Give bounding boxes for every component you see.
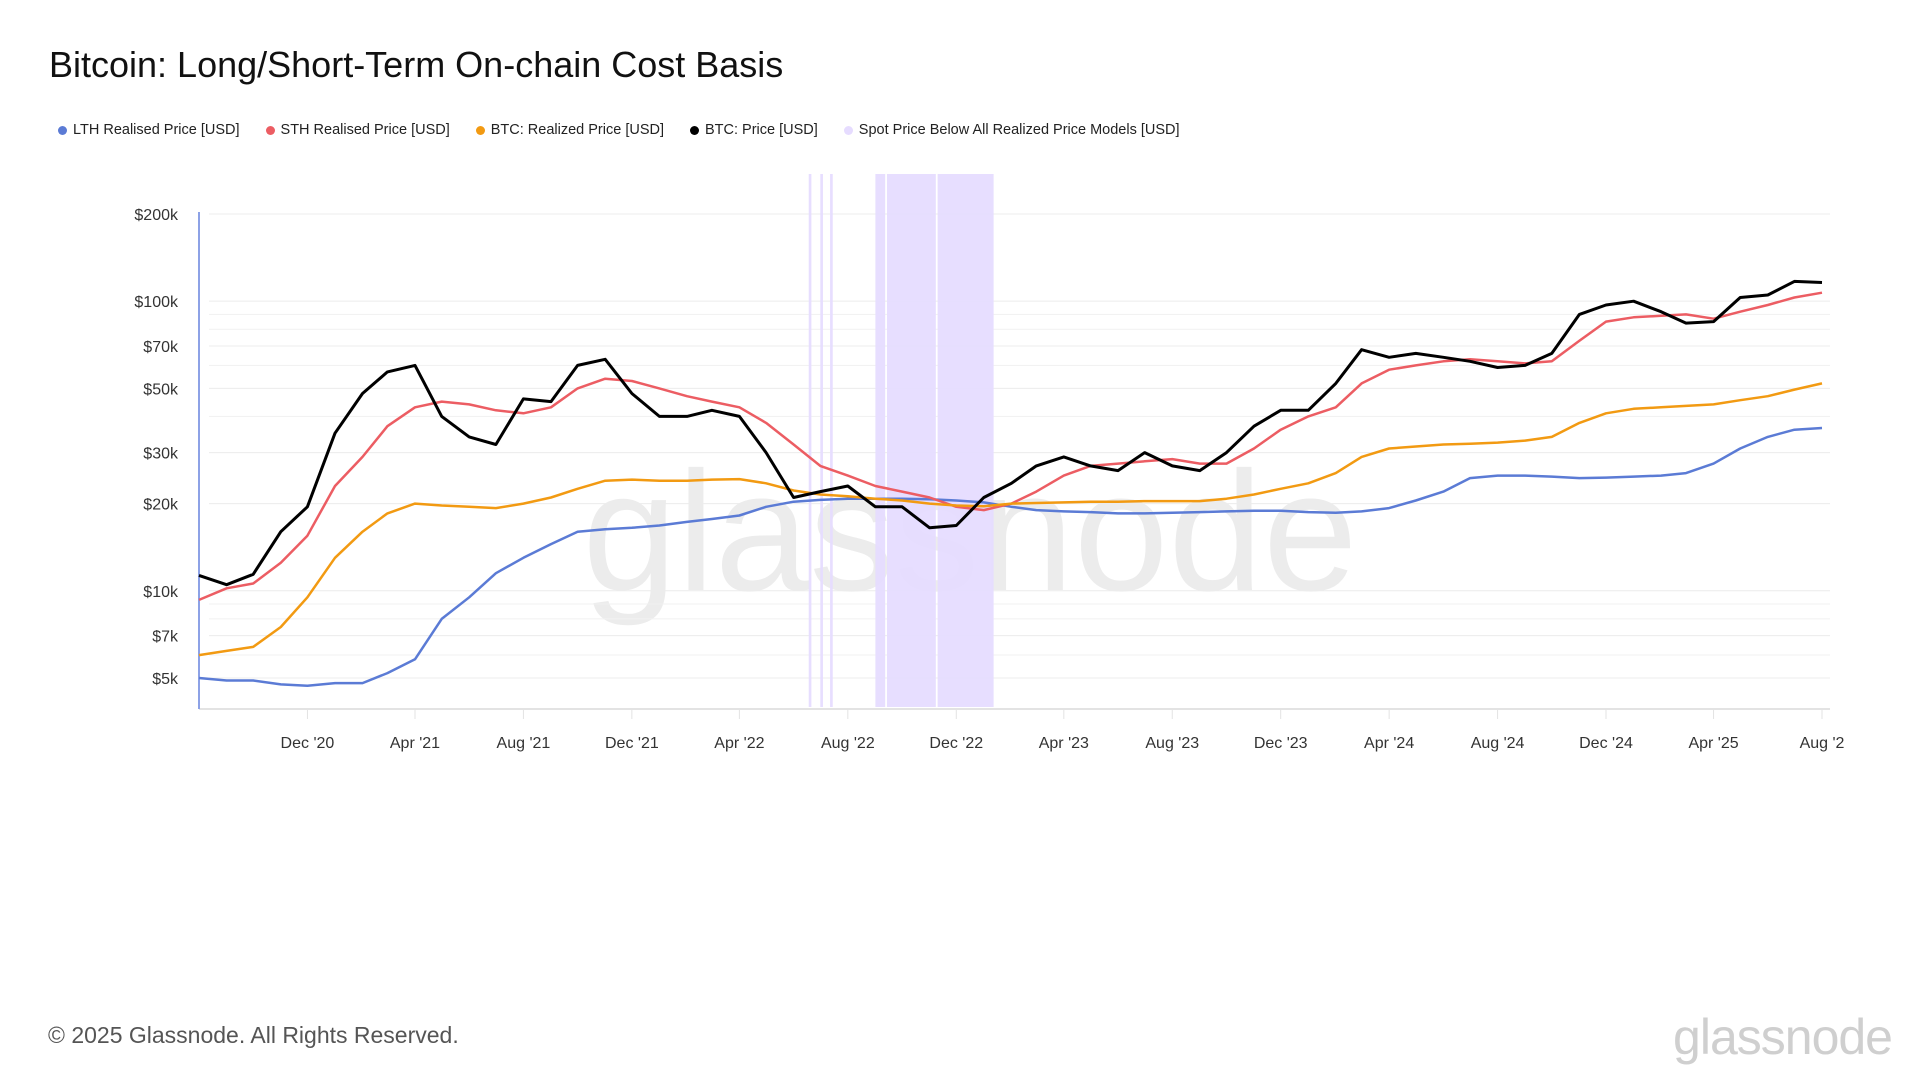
realized-price-line bbox=[198, 382, 1823, 657]
x-tick-label: Apr '23 bbox=[1039, 735, 1089, 752]
legend-label: LTH Realised Price [USD] bbox=[73, 122, 240, 138]
y-tick-label: $100k bbox=[134, 294, 179, 311]
glassnode-logo: glassnode bbox=[1673, 1009, 1893, 1065]
y-tick-label: $50k bbox=[143, 381, 179, 398]
legend-item-lth[interactable]: LTH Realised Price [USD] bbox=[58, 122, 240, 138]
btc-price-line bbox=[198, 279, 1823, 587]
legend-label: BTC: Price [USD] bbox=[705, 122, 818, 138]
legend-dot-icon bbox=[58, 125, 67, 135]
y-tick-label: $70k bbox=[143, 339, 179, 356]
x-tick-label: Apr '24 bbox=[1364, 735, 1414, 752]
legend-label: Spot Price Below All Realized Price Mode… bbox=[858, 122, 1180, 138]
legend-item-price[interactable]: BTC: Price [USD] bbox=[690, 122, 818, 138]
legend-item-realized[interactable]: BTC: Realized Price [USD] bbox=[475, 122, 664, 138]
x-tick-label: Apr '25 bbox=[1688, 735, 1738, 752]
shaded-region bbox=[937, 174, 994, 707]
y-tick-label: $20k bbox=[143, 497, 179, 514]
x-tick-label: Dec '21 bbox=[605, 735, 659, 752]
legend-item-sth[interactable]: STH Realised Price [USD] bbox=[265, 122, 450, 138]
shaded-region bbox=[808, 174, 812, 707]
x-tick-label: Apr '21 bbox=[390, 735, 440, 752]
legend-item-spot-below[interactable]: Spot Price Below All Realized Price Mode… bbox=[843, 122, 1180, 138]
shaded-region bbox=[875, 174, 886, 707]
shaded-region bbox=[820, 174, 823, 707]
shaded-region bbox=[830, 174, 833, 707]
x-tick-label: Aug '2 bbox=[1800, 735, 1845, 752]
x-tick-label: Aug '22 bbox=[821, 735, 875, 752]
y-tick-label: $10k bbox=[143, 584, 179, 601]
legend-dot-icon bbox=[843, 125, 853, 135]
x-tick-label: Dec '23 bbox=[1254, 735, 1308, 752]
y-tick-label: $7k bbox=[152, 629, 179, 646]
copyright-footer: © 2025 Glassnode. All Rights Reserved. bbox=[48, 1022, 459, 1048]
x-tick-label: Apr '22 bbox=[714, 735, 764, 752]
legend-dot-icon bbox=[265, 125, 275, 135]
x-tick-label: Dec '20 bbox=[281, 735, 335, 752]
y-tick-label: $5k bbox=[152, 671, 179, 688]
legend-label: STH Realised Price [USD] bbox=[280, 122, 450, 138]
legend-dot-icon bbox=[475, 125, 485, 135]
y-tick-label: $30k bbox=[143, 446, 179, 463]
y-tick-label: $200k bbox=[134, 207, 179, 224]
x-tick-label: Dec '24 bbox=[1579, 735, 1633, 752]
legend-label: BTC: Realized Price [USD] bbox=[490, 122, 664, 138]
lth-realised-price-line bbox=[198, 426, 1823, 688]
shaded-region bbox=[886, 174, 936, 707]
chart-title: Bitcoin: Long/Short-Term On-chain Cost B… bbox=[49, 44, 784, 85]
x-tick-label: Aug '23 bbox=[1145, 735, 1199, 752]
legend-dot-icon bbox=[690, 125, 699, 135]
x-tick-label: Aug '21 bbox=[497, 735, 551, 752]
x-tick-label: Dec '22 bbox=[929, 735, 983, 752]
legend: LTH Realised Price [USD] STH Realised Pr… bbox=[58, 122, 1180, 138]
x-tick-label: Aug '24 bbox=[1471, 735, 1525, 752]
